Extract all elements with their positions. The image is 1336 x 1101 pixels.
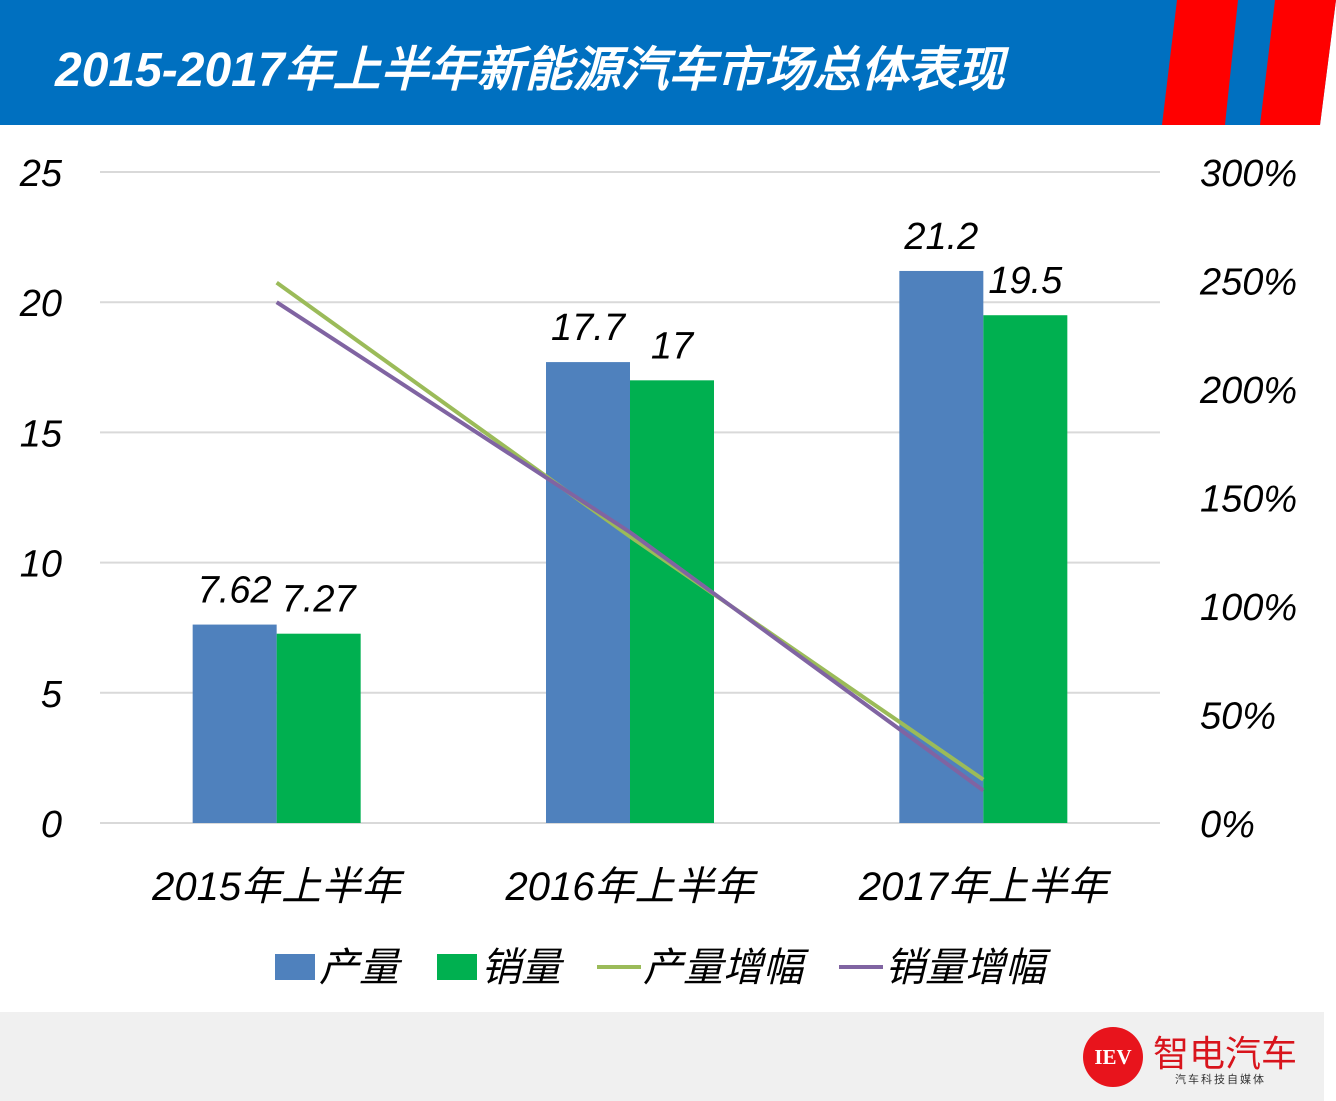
header-stripe	[1162, 0, 1238, 125]
left-tick-label: 0	[41, 804, 62, 846]
right-tick-label: 200%	[1199, 370, 1297, 412]
bar-销量	[630, 380, 714, 823]
left-tick-label: 25	[19, 153, 63, 195]
category-label: 2017年上半年	[858, 865, 1112, 909]
legend-label: 销量增幅	[885, 946, 1051, 990]
bar-销量	[276, 633, 361, 823]
logo-mark: IEV	[1083, 1027, 1143, 1087]
left-tick-label: 10	[20, 544, 62, 586]
logo-tagline: 汽车科技自媒体	[1175, 1074, 1266, 1086]
line-产量增幅	[275, 281, 985, 782]
right-tick-label: 150%	[1200, 479, 1297, 521]
right-tick-label: 50%	[1200, 696, 1276, 738]
page-title: 2015-2017年上半年新能源汽车市场总体表现	[55, 44, 1005, 97]
category-label: 2016年上半年	[505, 865, 759, 909]
data-label: 19.5	[988, 260, 1063, 302]
data-label: 17.7	[551, 307, 627, 349]
legend-label: 产量	[319, 946, 403, 990]
data-label: 17	[651, 325, 695, 367]
data-label: 7.27	[282, 579, 358, 621]
line-销量增幅	[275, 300, 985, 793]
right-tick-label: 100%	[1200, 587, 1297, 629]
legend-swatch	[275, 954, 315, 980]
bar-产量	[546, 362, 630, 823]
data-label: 21.2	[903, 216, 978, 258]
right-tick-label: 0%	[1200, 804, 1255, 846]
left-tick-label: 15	[20, 413, 63, 455]
header-stripe	[1260, 0, 1336, 125]
header-bg	[0, 0, 1336, 125]
left-tick-label: 5	[41, 674, 63, 716]
legend-swatch	[437, 954, 477, 980]
legend-label: 销量	[481, 946, 565, 990]
right-tick-label: 300%	[1200, 153, 1297, 195]
category-label: 2015年上半年	[151, 865, 405, 909]
right-tick-label: 250%	[1199, 262, 1297, 304]
chart: 05101520250%50%100%150%200%250%300%7.621…	[19, 153, 1297, 990]
legend-label: 产量增幅	[643, 946, 809, 990]
data-label: 7.62	[198, 570, 272, 612]
bar-销量	[983, 315, 1068, 823]
left-tick-label: 20	[19, 283, 62, 325]
header-banner	[0, 0, 1336, 125]
logo-name: 智电汽车	[1153, 1033, 1298, 1074]
bar-产量	[192, 624, 277, 823]
